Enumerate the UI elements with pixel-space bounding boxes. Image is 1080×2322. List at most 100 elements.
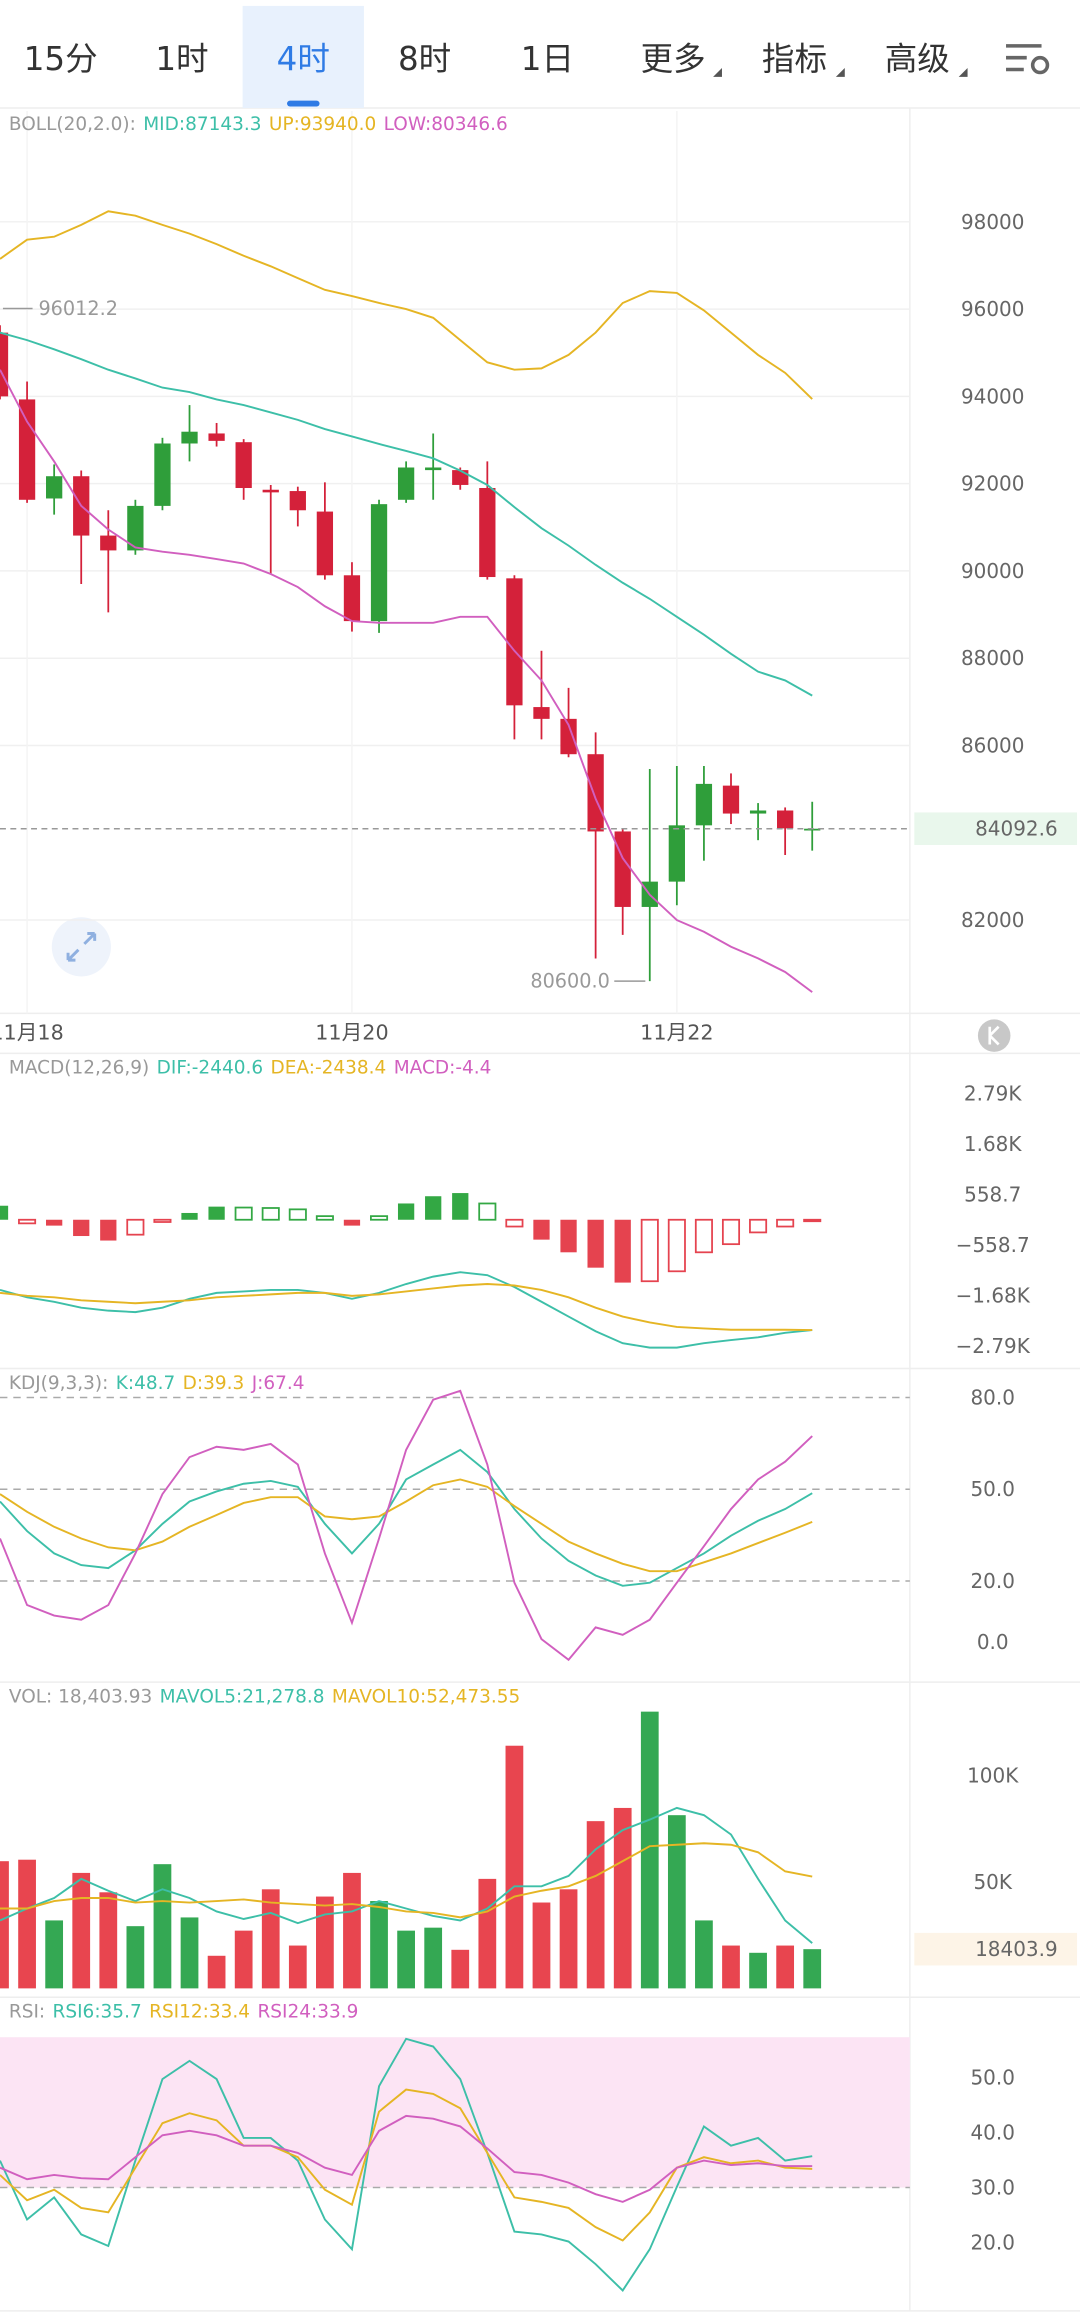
legend-item: K:48.7 <box>116 1373 176 1394</box>
volume-bar <box>370 1901 388 1989</box>
volume-bar <box>424 1927 443 1989</box>
x-tick-label: 11月22 <box>640 1021 713 1045</box>
candle-body <box>208 433 225 441</box>
tab[interactable]: 8时 <box>398 40 451 78</box>
candle-body <box>804 828 821 831</box>
y-tick-label: 20.0 <box>970 1569 1014 1593</box>
high-marker-label: 96012.2 <box>38 297 117 320</box>
indicator-line <box>0 210 813 400</box>
macd-bar <box>425 1196 442 1220</box>
y-tick-label: 2.79K <box>964 1082 1022 1106</box>
candle-body <box>235 442 252 489</box>
tab-bar <box>0 0 1080 108</box>
macd-bar <box>533 1219 550 1240</box>
y-tick-label: 40.0 <box>970 2120 1014 2144</box>
legend-item: VOL: 18,403.93 <box>9 1686 152 1707</box>
tab[interactable]: 高级 <box>885 40 950 78</box>
macd-bar <box>18 1218 37 1225</box>
dropdown-caret <box>958 68 968 77</box>
legend-item: RSI24:33.9 <box>257 2002 358 2023</box>
volume-bar <box>207 1955 226 1989</box>
legend-item: LOW:80346.6 <box>384 114 508 135</box>
y-tick-label: 20.0 <box>970 2231 1014 2255</box>
legend-item: MACD:-4.4 <box>394 1058 492 1079</box>
expand-button[interactable] <box>51 917 111 977</box>
legend-item: UP:93940.0 <box>269 114 376 135</box>
tab-selected-bg <box>242 5 364 108</box>
tab[interactable]: 指标 <box>762 40 827 78</box>
dropdown-caret <box>835 68 845 77</box>
volume-bar <box>343 1872 361 1989</box>
y-tick-label: 558.7 <box>964 1182 1021 1206</box>
volume-bar <box>722 1945 740 1989</box>
volume-bar <box>749 1952 767 1989</box>
dropdown-caret <box>713 68 722 77</box>
tab-indicator <box>287 100 320 107</box>
y-tick-label: 98000 <box>961 210 1025 234</box>
y-tick-label: 1.68K <box>964 1132 1022 1156</box>
y-tick-label: 50.0 <box>970 1477 1014 1501</box>
legend-item: MID:87143.3 <box>143 114 261 135</box>
candle-body <box>316 511 334 576</box>
macd-bar <box>288 1208 307 1221</box>
volume-bar <box>667 1815 686 1989</box>
tab[interactable]: 1日 <box>521 40 574 78</box>
indicator-line <box>0 1283 813 1331</box>
candle-body <box>560 718 577 755</box>
volume-bar <box>180 1917 199 1989</box>
volume-bar <box>776 1945 795 1989</box>
legend-item: MAVOL10:52,473.55 <box>332 1686 520 1707</box>
legend-title: RSI: <box>9 2002 45 2023</box>
candle-body <box>0 332 9 397</box>
volume-bar <box>695 1920 713 1989</box>
legend-title: BOLL(20,2.0): <box>9 114 136 135</box>
candle-body <box>722 785 740 814</box>
volume-bar <box>586 1821 605 1989</box>
candle-body <box>127 505 144 551</box>
settings-icon[interactable] <box>1006 44 1050 75</box>
last-label: 84092.6 <box>975 817 1058 841</box>
legend-item: DEA:-2438.4 <box>271 1058 387 1079</box>
legend-item: DIF:-2440.6 <box>157 1058 263 1079</box>
y-tick-label: 88000 <box>961 646 1025 670</box>
candle-body <box>181 431 198 444</box>
x-tick-label: 11月18 <box>0 1021 64 1045</box>
kline-logo <box>977 1019 1011 1052</box>
candle-body <box>289 491 306 511</box>
macd-bar <box>776 1218 795 1228</box>
candle-body <box>100 535 117 551</box>
legend-item: J:67.4 <box>251 1373 305 1394</box>
macd-bar <box>181 1212 198 1220</box>
volume-bar <box>505 1745 524 1989</box>
volume-bar <box>126 1926 145 1989</box>
candle-body <box>262 489 279 493</box>
y-tick-label: 50K <box>973 1870 1012 1894</box>
y-tick-label: 80.0 <box>970 1386 1014 1410</box>
indicator-line <box>0 1842 813 1919</box>
macd-bar <box>452 1193 469 1220</box>
candle-body <box>614 831 631 907</box>
macd-bar <box>370 1215 389 1221</box>
volume-bar <box>559 1889 578 1989</box>
volume-bar <box>72 1872 91 1989</box>
legend-item: RSI6:35.7 <box>53 2002 142 2023</box>
macd-bar <box>315 1215 334 1221</box>
volume-bar <box>99 1892 118 1989</box>
tab[interactable]: 更多 <box>641 40 706 78</box>
tab[interactable]: 15分 <box>24 40 98 78</box>
macd-bar <box>208 1206 225 1220</box>
y-tick-label: 94000 <box>961 384 1025 408</box>
indicator-line <box>0 331 813 697</box>
candle-body <box>452 470 469 485</box>
macd-bar <box>694 1218 713 1254</box>
indicator-line <box>0 1478 813 1573</box>
indicator-line <box>0 2114 813 2203</box>
y-tick-label: −558.7 <box>956 1233 1030 1257</box>
tab[interactable]: 1时 <box>155 40 208 78</box>
tab[interactable]: 4时 <box>277 40 330 78</box>
macd-bar <box>397 1203 415 1220</box>
macd-bar <box>0 1205 9 1220</box>
indicator-line <box>0 1806 813 1944</box>
